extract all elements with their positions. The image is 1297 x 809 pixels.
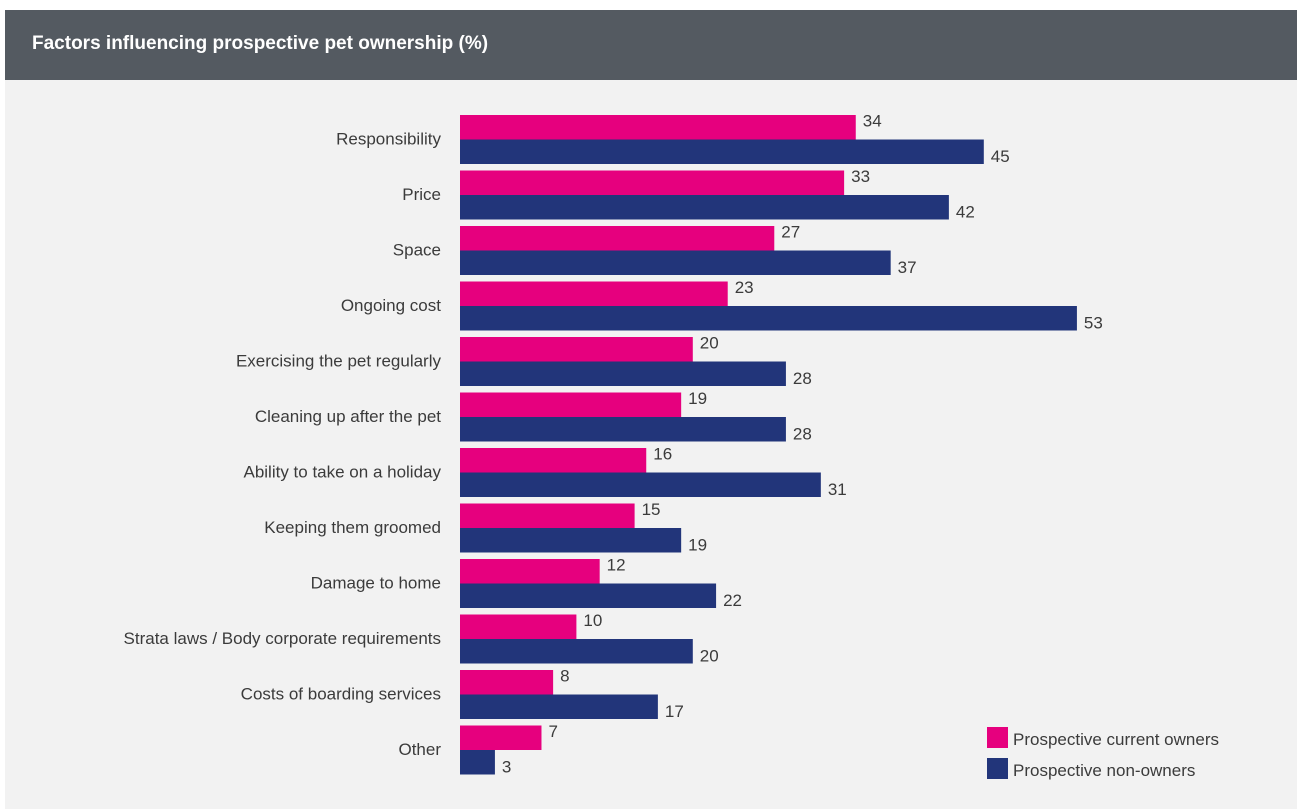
value-label-prospective-current-owners-exercising-the-pet-regularly: 20 — [700, 333, 719, 352]
value-label-prospective-non-owners-ability-to-take-on-a-holiday: 31 — [828, 480, 847, 499]
category-label-ongoing-cost: Ongoing cost — [341, 296, 441, 315]
bar-prospective-non-owners-strata-laws-body-corporate-requirements — [460, 639, 693, 664]
category-label-costs-of-boarding-services: Costs of boarding services — [241, 685, 441, 704]
bar-prospective-non-owners-price — [460, 195, 949, 220]
bar-prospective-current-owners-responsibility — [460, 115, 856, 140]
value-label-prospective-current-owners-ability-to-take-on-a-holiday: 16 — [653, 444, 672, 463]
category-labels: Responsibility Price Space Ongoing cost Exer… — [124, 130, 442, 760]
bar-prospective-non-owners-costs-of-boarding-services — [460, 694, 658, 719]
value-label-prospective-non-owners-costs-of-boarding-services: 17 — [665, 702, 684, 721]
bar-prospective-non-owners-damage-to-home — [460, 583, 717, 608]
bar-prospective-current-owners-ability-to-take-on-a-holiday — [460, 448, 647, 473]
category-label-price: Price — [402, 185, 441, 204]
bar-chart: Responsibility Price Space Ongoing cost Exer… — [124, 111, 1219, 780]
bar-prospective-current-owners-space — [460, 226, 775, 251]
category-label-strata-laws-body-corporate-requirements: Strata laws / Body corporate requirement… — [124, 629, 441, 648]
bar-prospective-non-owners-responsibility — [460, 139, 984, 164]
value-label-prospective-current-owners-price: 33 — [851, 167, 870, 186]
bar-prospective-non-owners-ongoing-cost — [460, 306, 1077, 331]
legend-label-prospective-non-owners: Prospective non-owners — [1013, 761, 1195, 780]
bar-prospective-current-owners-exercising-the-pet-regularly — [460, 337, 693, 362]
category-label-space: Space — [393, 241, 441, 260]
chart-panel: Factors influencing prospective pet owne… — [5, 10, 1297, 809]
category-label-ability-to-take-on-a-holiday: Ability to take on a holiday — [243, 463, 441, 482]
category-label-exercising-the-pet-regularly: Exercising the pet regularly — [236, 352, 442, 371]
value-label-prospective-current-owners-costs-of-boarding-services: 8 — [560, 666, 569, 685]
bar-prospective-current-owners-keeping-them-groomed — [460, 503, 635, 528]
category-label-other: Other — [398, 740, 441, 759]
value-label-prospective-non-owners-price: 42 — [956, 202, 975, 221]
value-label-prospective-current-owners-space: 27 — [781, 222, 800, 241]
bar-prospective-non-owners-exercising-the-pet-regularly — [460, 361, 786, 386]
chart-title: Factors influencing prospective pet owne… — [32, 33, 489, 54]
bar-prospective-non-owners-other — [460, 750, 495, 775]
value-label-prospective-current-owners-ongoing-cost: 23 — [735, 278, 754, 297]
value-label-prospective-current-owners-responsibility: 34 — [863, 111, 882, 130]
value-label-prospective-non-owners-other: 3 — [502, 757, 511, 776]
legend-swatch-prospective-current-owners — [987, 727, 1008, 748]
value-label-prospective-non-owners-ongoing-cost: 53 — [1084, 313, 1103, 332]
value-label-prospective-non-owners-keeping-them-groomed: 19 — [688, 535, 707, 554]
bars — [460, 115, 1077, 775]
legend: Prospective current owners Prospective no… — [987, 727, 1219, 780]
chart-header: Factors influencing prospective pet owne… — [5, 10, 1297, 80]
value-labels: 3445334227372353202819281631151912221020… — [502, 111, 1103, 776]
value-label-prospective-non-owners-damage-to-home: 22 — [723, 591, 742, 610]
value-label-prospective-current-owners-strata-laws-body-corporate-requirements: 10 — [583, 611, 602, 630]
bar-prospective-non-owners-cleaning-up-after-the-pet — [460, 417, 786, 442]
bar-prospective-non-owners-keeping-them-groomed — [460, 528, 682, 553]
bar-prospective-non-owners-space — [460, 250, 891, 275]
value-label-prospective-current-owners-cleaning-up-after-the-pet: 19 — [688, 389, 707, 408]
value-label-prospective-non-owners-strata-laws-body-corporate-requirements: 20 — [700, 646, 719, 665]
bar-prospective-current-owners-costs-of-boarding-services — [460, 670, 554, 695]
bar-prospective-non-owners-ability-to-take-on-a-holiday — [460, 472, 821, 497]
value-label-prospective-non-owners-exercising-the-pet-regularly: 28 — [793, 369, 812, 388]
bar-prospective-current-owners-other — [460, 725, 542, 750]
legend-swatch-prospective-non-owners — [987, 758, 1008, 779]
bar-prospective-current-owners-cleaning-up-after-the-pet — [460, 392, 682, 417]
value-label-prospective-current-owners-damage-to-home: 12 — [607, 555, 626, 574]
category-label-responsibility: Responsibility — [336, 130, 441, 149]
bar-prospective-current-owners-price — [460, 170, 845, 195]
category-label-keeping-them-groomed: Keeping them groomed — [264, 518, 441, 537]
bar-prospective-current-owners-strata-laws-body-corporate-requirements — [460, 614, 577, 639]
bar-prospective-current-owners-ongoing-cost — [460, 281, 728, 306]
value-label-prospective-current-owners-other: 7 — [548, 722, 557, 741]
bar-prospective-current-owners-damage-to-home — [460, 559, 600, 584]
legend-label-prospective-current-owners: Prospective current owners — [1013, 730, 1219, 749]
value-label-prospective-current-owners-keeping-them-groomed: 15 — [642, 500, 661, 519]
value-label-prospective-non-owners-space: 37 — [898, 258, 917, 277]
value-label-prospective-non-owners-responsibility: 45 — [991, 147, 1010, 166]
value-label-prospective-non-owners-cleaning-up-after-the-pet: 28 — [793, 424, 812, 443]
category-label-cleaning-up-after-the-pet: Cleaning up after the pet — [255, 407, 441, 426]
category-label-damage-to-home: Damage to home — [311, 574, 441, 593]
